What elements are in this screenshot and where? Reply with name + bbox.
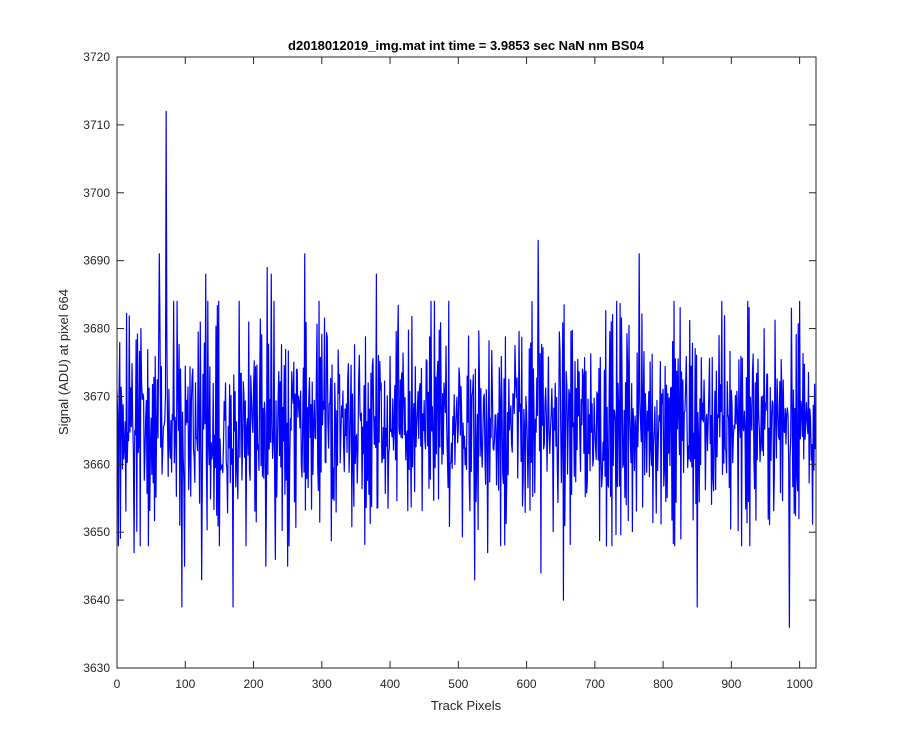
y-tick-label: 3640 — [83, 593, 110, 607]
y-tick-label: 3710 — [83, 118, 110, 132]
y-tick-label: 3690 — [83, 254, 110, 268]
x-tick-label: 200 — [244, 677, 264, 691]
axes-box — [116, 56, 817, 669]
y-axis: 3630 3640 3650 3660 3670 3680 3690 3700 3710 3720 — [83, 50, 816, 675]
y-axis-label: Signal (ADU) at pixel 664 — [56, 289, 71, 435]
x-axis-label: Track Pixels — [431, 698, 502, 713]
x-tick-label: 100 — [175, 677, 195, 691]
x-axis: 0 100 200 300 400 500 600 700 800 900 1000 — [114, 57, 813, 691]
x-tick-label: 300 — [312, 677, 332, 691]
x-tick-label: 1000 — [786, 677, 813, 691]
x-tick-label: 500 — [448, 677, 468, 691]
plot-area — [116, 56, 817, 669]
y-tick-label: 3660 — [83, 457, 110, 471]
x-tick-label: 900 — [721, 677, 741, 691]
y-tick-label: 3650 — [83, 525, 110, 539]
y-tick-label: 3720 — [83, 50, 110, 64]
x-tick-label: 400 — [380, 677, 400, 691]
y-tick-label: 3670 — [83, 389, 110, 403]
x-tick-label: 0 — [114, 677, 121, 691]
chart-title: d2018012019_img.mat int time = 3.9853 se… — [288, 38, 645, 53]
x-tick-label: 700 — [585, 677, 605, 691]
y-tick-label: 3680 — [83, 322, 110, 336]
y-tick-label: 3630 — [83, 661, 110, 675]
x-tick-label: 800 — [653, 677, 673, 691]
x-tick-label: 600 — [517, 677, 537, 691]
series-line — [117, 110, 816, 628]
y-tick-label: 3700 — [83, 186, 110, 200]
